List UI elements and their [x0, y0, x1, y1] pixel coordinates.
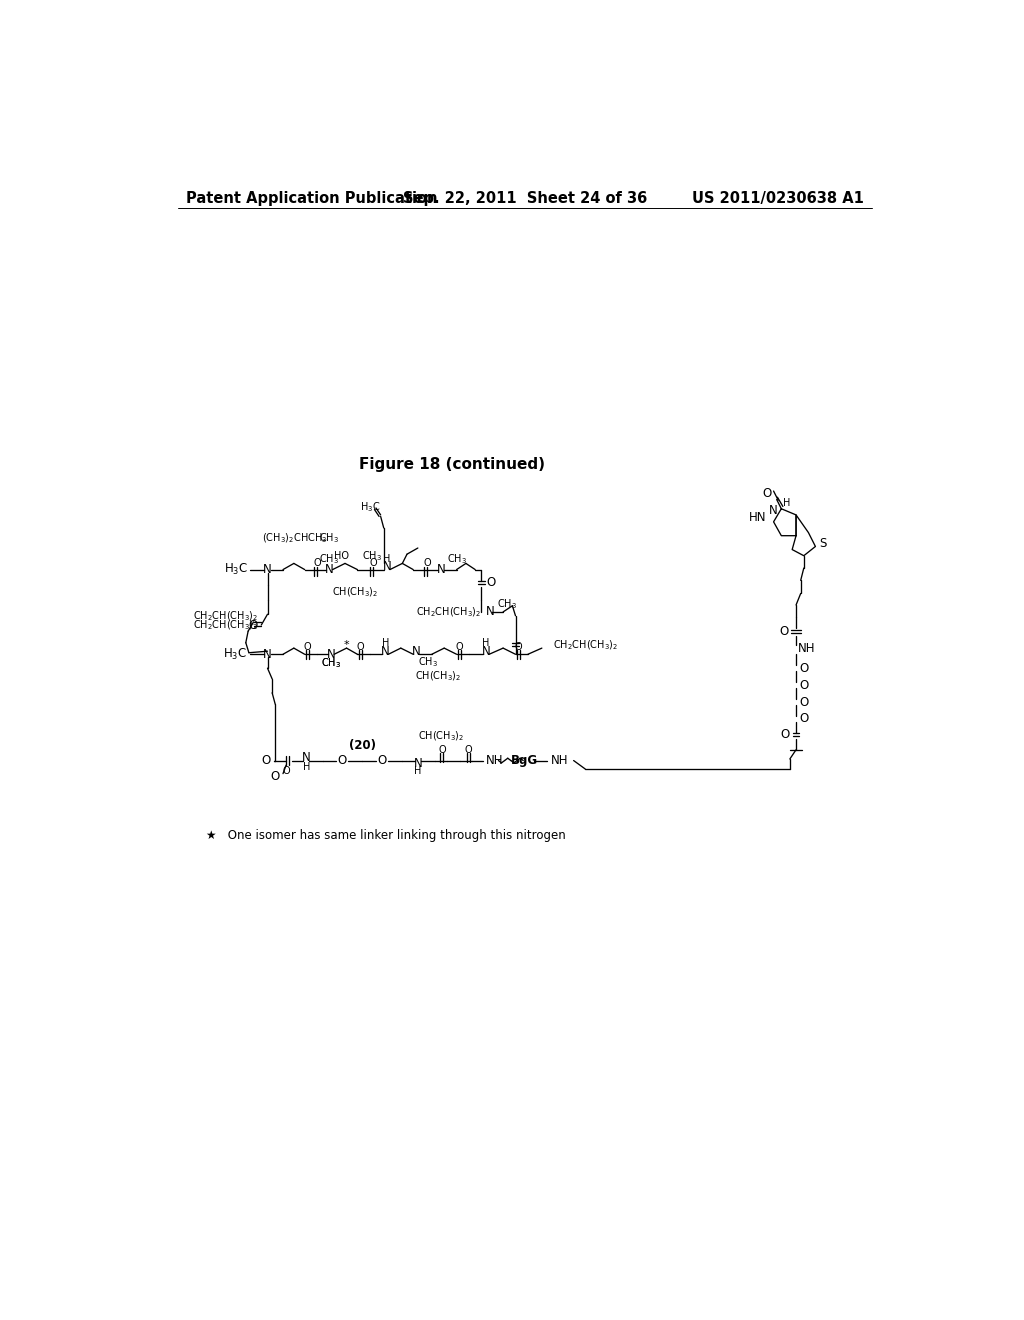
Text: CH$_2$CH(CH$_3$)$_2$: CH$_2$CH(CH$_3$)$_2$: [194, 609, 258, 623]
Text: BgG: BgG: [511, 754, 539, 767]
Text: CH$_3$: CH$_3$: [418, 655, 438, 669]
Text: H: H: [302, 762, 310, 772]
Text: H: H: [382, 639, 389, 648]
Text: NH: NH: [551, 754, 568, 767]
Text: O: O: [270, 770, 280, 783]
Text: O: O: [313, 557, 321, 568]
Text: N: N: [412, 644, 421, 657]
Text: N: N: [381, 644, 390, 657]
Text: O: O: [763, 487, 772, 500]
Text: O: O: [438, 744, 445, 755]
Text: H: H: [482, 639, 489, 648]
Text: O: O: [780, 727, 790, 741]
Text: H$_3$C: H$_3$C: [360, 500, 381, 513]
Text: O: O: [261, 754, 270, 767]
Text: O: O: [799, 678, 808, 692]
Text: N: N: [769, 504, 777, 517]
Text: N: N: [383, 560, 391, 573]
Text: H: H: [783, 499, 791, 508]
Text: CH$_3$: CH$_3$: [322, 656, 341, 671]
Text: CH$_2$CH(CH$_3$)$_2$: CH$_2$CH(CH$_3$)$_2$: [553, 639, 617, 652]
Text: HN: HN: [750, 511, 767, 524]
Text: CH(CH$_3$)$_2$: CH(CH$_3$)$_2$: [332, 586, 378, 599]
Text: O: O: [283, 767, 290, 776]
Text: *: *: [344, 640, 349, 649]
Text: (20): (20): [348, 739, 376, 752]
Text: O: O: [378, 754, 387, 767]
Text: ★   One isomer has same linker linking through this nitrogen: ★ One isomer has same linker linking thr…: [206, 829, 565, 842]
Text: O: O: [799, 696, 808, 709]
Text: O: O: [465, 744, 472, 755]
Text: H: H: [414, 767, 422, 776]
Text: HO: HO: [334, 550, 349, 561]
Text: CH$_3$: CH$_3$: [497, 598, 517, 611]
Text: O: O: [799, 713, 808, 726]
Text: O: O: [356, 642, 365, 652]
Text: Figure 18 (continued): Figure 18 (continued): [359, 457, 545, 473]
Text: N: N: [326, 564, 334, 576]
Text: S: S: [819, 537, 826, 550]
Text: N: N: [414, 758, 422, 770]
Text: CH$_3$: CH$_3$: [319, 553, 340, 566]
Text: CH$_3$: CH$_3$: [362, 549, 382, 562]
Text: NH: NH: [798, 642, 815, 655]
Text: O: O: [456, 642, 464, 652]
Text: O: O: [369, 557, 377, 568]
Text: H: H: [383, 554, 390, 564]
Text: H$_3$C: H$_3$C: [223, 647, 248, 661]
Text: O: O: [248, 619, 257, 631]
Text: CH$_3$: CH$_3$: [447, 553, 467, 566]
Text: CH(CH$_3$)$_2$: CH(CH$_3$)$_2$: [415, 669, 461, 682]
Text: CH$_3$: CH$_3$: [322, 656, 341, 671]
Text: O: O: [515, 642, 522, 652]
Text: O: O: [799, 661, 808, 675]
Text: N: N: [327, 648, 336, 661]
Text: CH$_2$CH(CH$_3$)$_2$: CH$_2$CH(CH$_3$)$_2$: [194, 618, 258, 632]
Text: Patent Application Publication: Patent Application Publication: [186, 191, 437, 206]
Text: N: N: [263, 564, 272, 576]
Text: N: N: [486, 606, 495, 619]
Text: Sep. 22, 2011  Sheet 24 of 36: Sep. 22, 2011 Sheet 24 of 36: [402, 191, 647, 206]
Text: N: N: [263, 648, 272, 661]
Text: (CH$_3$)$_2$CHCH$_3$: (CH$_3$)$_2$CHCH$_3$: [262, 531, 328, 545]
Text: N: N: [436, 564, 445, 576]
Text: O: O: [486, 576, 496, 589]
Text: N: N: [481, 644, 490, 657]
Text: O: O: [337, 754, 346, 767]
Text: NH: NH: [486, 754, 504, 767]
Text: CH$_2$CH(CH$_3$)$_2$: CH$_2$CH(CH$_3$)$_2$: [417, 605, 481, 619]
Text: CH$_3$: CH$_3$: [318, 531, 339, 545]
Text: O: O: [779, 624, 788, 638]
Text: O: O: [423, 557, 431, 568]
Text: O: O: [304, 642, 311, 652]
Text: N: N: [302, 751, 310, 764]
Text: CH(CH$_3$)$_2$: CH(CH$_3$)$_2$: [418, 729, 464, 743]
Text: H$_3$C: H$_3$C: [224, 562, 248, 577]
Text: US 2011/0230638 A1: US 2011/0230638 A1: [692, 191, 864, 206]
